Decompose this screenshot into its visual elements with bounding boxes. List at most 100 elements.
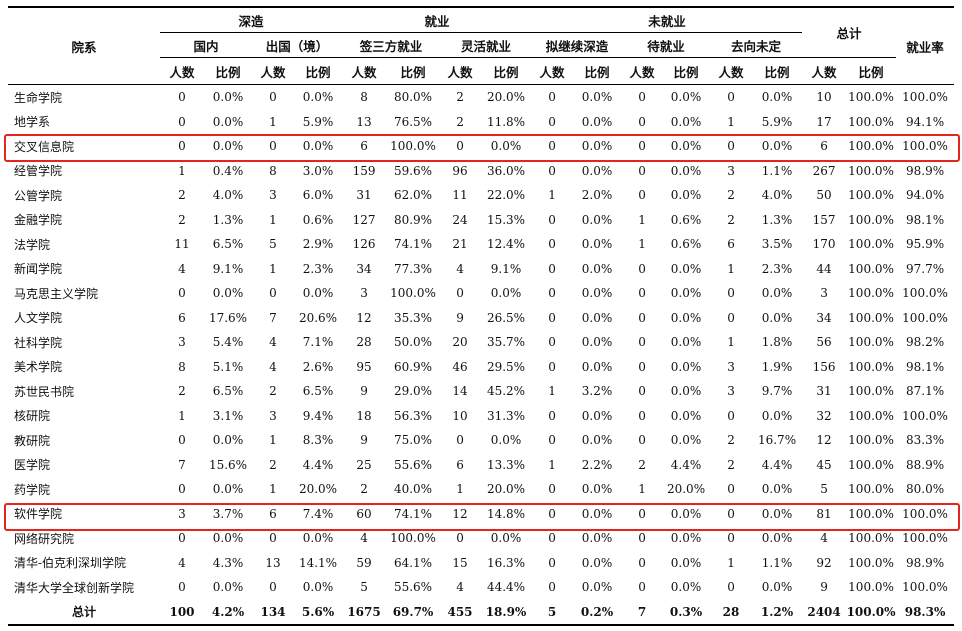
table-cell: 0: [548, 555, 556, 570]
table-cell: 95: [356, 359, 372, 374]
table-cell: 100.0%: [902, 506, 948, 521]
table-cell: 50.0%: [393, 335, 433, 350]
table-cell: 0: [548, 114, 556, 129]
header-domestic: 国内: [160, 32, 252, 58]
table-cell: 64.1%: [393, 555, 433, 570]
table-cell: 20.0%: [298, 482, 338, 497]
total-cell: 98.3%: [896, 599, 955, 626]
table-cell: 3.2%: [581, 384, 613, 399]
table-cell: 4.3%: [212, 555, 244, 570]
table-cell: 267: [812, 163, 836, 178]
header-flexible: 灵活就业: [440, 32, 533, 58]
table-cell: 0: [548, 580, 556, 595]
college-name: 教研院: [14, 433, 51, 448]
table-row: 清华-伯克利深圳学院 4 4.3% 13 14.1% 59 64.1% 15 16.3% 0 0.0…: [8, 551, 954, 576]
table-row: 法学院 11 6.5% 5 2.9% 126 74.1% 21 12.4% 0 0.0% 1 0.6% 6…: [8, 232, 954, 257]
table-cell: 0: [548, 506, 556, 521]
table-cell: 0.0%: [581, 286, 613, 301]
table-cell: 4: [269, 359, 277, 374]
table-row: 金融学院 2 1.3% 1 0.6% 127 80.9% 24 15.3% 0 0.0% 1 0.6% 2…: [8, 208, 954, 233]
table-cell: 0.0%: [761, 580, 793, 595]
table-cell: 8: [360, 90, 368, 105]
header-ratio: 比例: [662, 57, 711, 85]
table-cell: 94.1%: [906, 114, 945, 129]
table-cell: 0: [548, 359, 556, 374]
header-undecided: 去向未定: [710, 32, 803, 58]
table-cell: 1: [727, 261, 735, 276]
table-cell: 0.0%: [302, 531, 334, 546]
table-cell: 4: [269, 335, 277, 350]
table-cell: 5: [820, 482, 828, 497]
table-cell: 100.0%: [848, 457, 894, 472]
college-name: 苏世民书院: [14, 384, 75, 399]
table-cell: 20.0%: [486, 90, 526, 105]
table-cell: 0.0%: [581, 163, 613, 178]
table-cell: 0: [456, 286, 464, 301]
table-cell: 92: [816, 555, 832, 570]
table-cell: 1: [727, 335, 735, 350]
table-cell: 0.0%: [761, 139, 793, 154]
table-cell: 0.0%: [761, 531, 793, 546]
table-cell: 1: [727, 114, 735, 129]
table-cell: 0.0%: [581, 261, 613, 276]
table-cell: 21: [452, 237, 468, 252]
table-cell: 0: [178, 90, 186, 105]
table-cell: 1.3%: [761, 212, 793, 227]
table-cell: 0.6%: [670, 212, 702, 227]
table-cell: 0.0%: [670, 506, 702, 521]
table-cell: 1: [178, 163, 186, 178]
table-cell: 15.6%: [208, 457, 248, 472]
table-cell: 2: [360, 482, 368, 497]
table-cell: 0.0%: [670, 139, 702, 154]
table-row: 地学系 0 0.0% 1 5.9% 13 76.5% 2 11.8% 0 0.0% 0 0.0% 1 5.9…: [8, 110, 954, 135]
total-cell: 69.7%: [386, 599, 441, 626]
table-cell: 0.0%: [302, 90, 334, 105]
table-cell: 13: [265, 555, 281, 570]
total-cell: 0.2%: [572, 599, 623, 626]
table-cell: 98.9%: [906, 555, 945, 570]
table-cell: 0.0%: [670, 408, 702, 423]
table-cell: 5.4%: [212, 335, 244, 350]
table-cell: 81: [816, 506, 832, 521]
table-cell: 156: [812, 359, 836, 374]
table-cell: 20.0%: [486, 482, 526, 497]
table-cell: 1: [638, 212, 646, 227]
table-cell: 22.0%: [486, 188, 526, 203]
table-cell: 3: [269, 408, 277, 423]
college-name: 核研院: [14, 409, 51, 424]
table-cell: 2: [178, 188, 186, 203]
table-cell: 0: [269, 286, 277, 301]
table-cell: 0: [269, 90, 277, 105]
total-row: 总计 100 4.2% 134 5.6% 1675 69.7% 455 18.9% 5 0.2% 7 0…: [8, 599, 955, 626]
table-cell: 0.0%: [670, 163, 702, 178]
college-name: 生命学院: [14, 90, 63, 105]
table-cell: 0: [548, 261, 556, 276]
header-planning-study: 拟继续深造: [532, 32, 623, 58]
table-cell: 0: [727, 139, 735, 154]
college-name: 法学院: [14, 237, 51, 252]
table-cell: 4.4%: [761, 457, 793, 472]
college-name: 清华大学全球创新学院: [14, 580, 135, 595]
table-cell: 6.5%: [212, 237, 244, 252]
table-cell: 0: [178, 139, 186, 154]
table-cell: 7.4%: [302, 506, 334, 521]
table-cell: 100.0%: [390, 286, 436, 301]
table-cell: 6.5%: [212, 384, 244, 399]
college-name: 交叉信息院: [14, 139, 75, 154]
table-cell: 1: [638, 482, 646, 497]
table-cell: 100.0%: [902, 310, 948, 325]
table-cell: 100.0%: [848, 482, 894, 497]
table-cell: 7: [269, 310, 277, 325]
table-cell: 0: [638, 90, 646, 105]
table-cell: 2: [178, 212, 186, 227]
table-row: 苏世民书院 2 6.5% 2 6.5% 9 29.0% 14 45.2% 1 3.2% 0 0.0% 3 9…: [8, 379, 954, 404]
table-cell: 170: [812, 237, 836, 252]
table-cell: 60: [356, 506, 372, 521]
header-employment-rate: 就业率: [896, 6, 955, 85]
table-cell: 75.0%: [393, 433, 433, 448]
college-name: 医学院: [14, 458, 51, 473]
table-cell: 1: [269, 433, 277, 448]
table-cell: 11.8%: [486, 114, 526, 129]
table-cell: 6: [269, 506, 277, 521]
table-cell: 127: [352, 212, 376, 227]
